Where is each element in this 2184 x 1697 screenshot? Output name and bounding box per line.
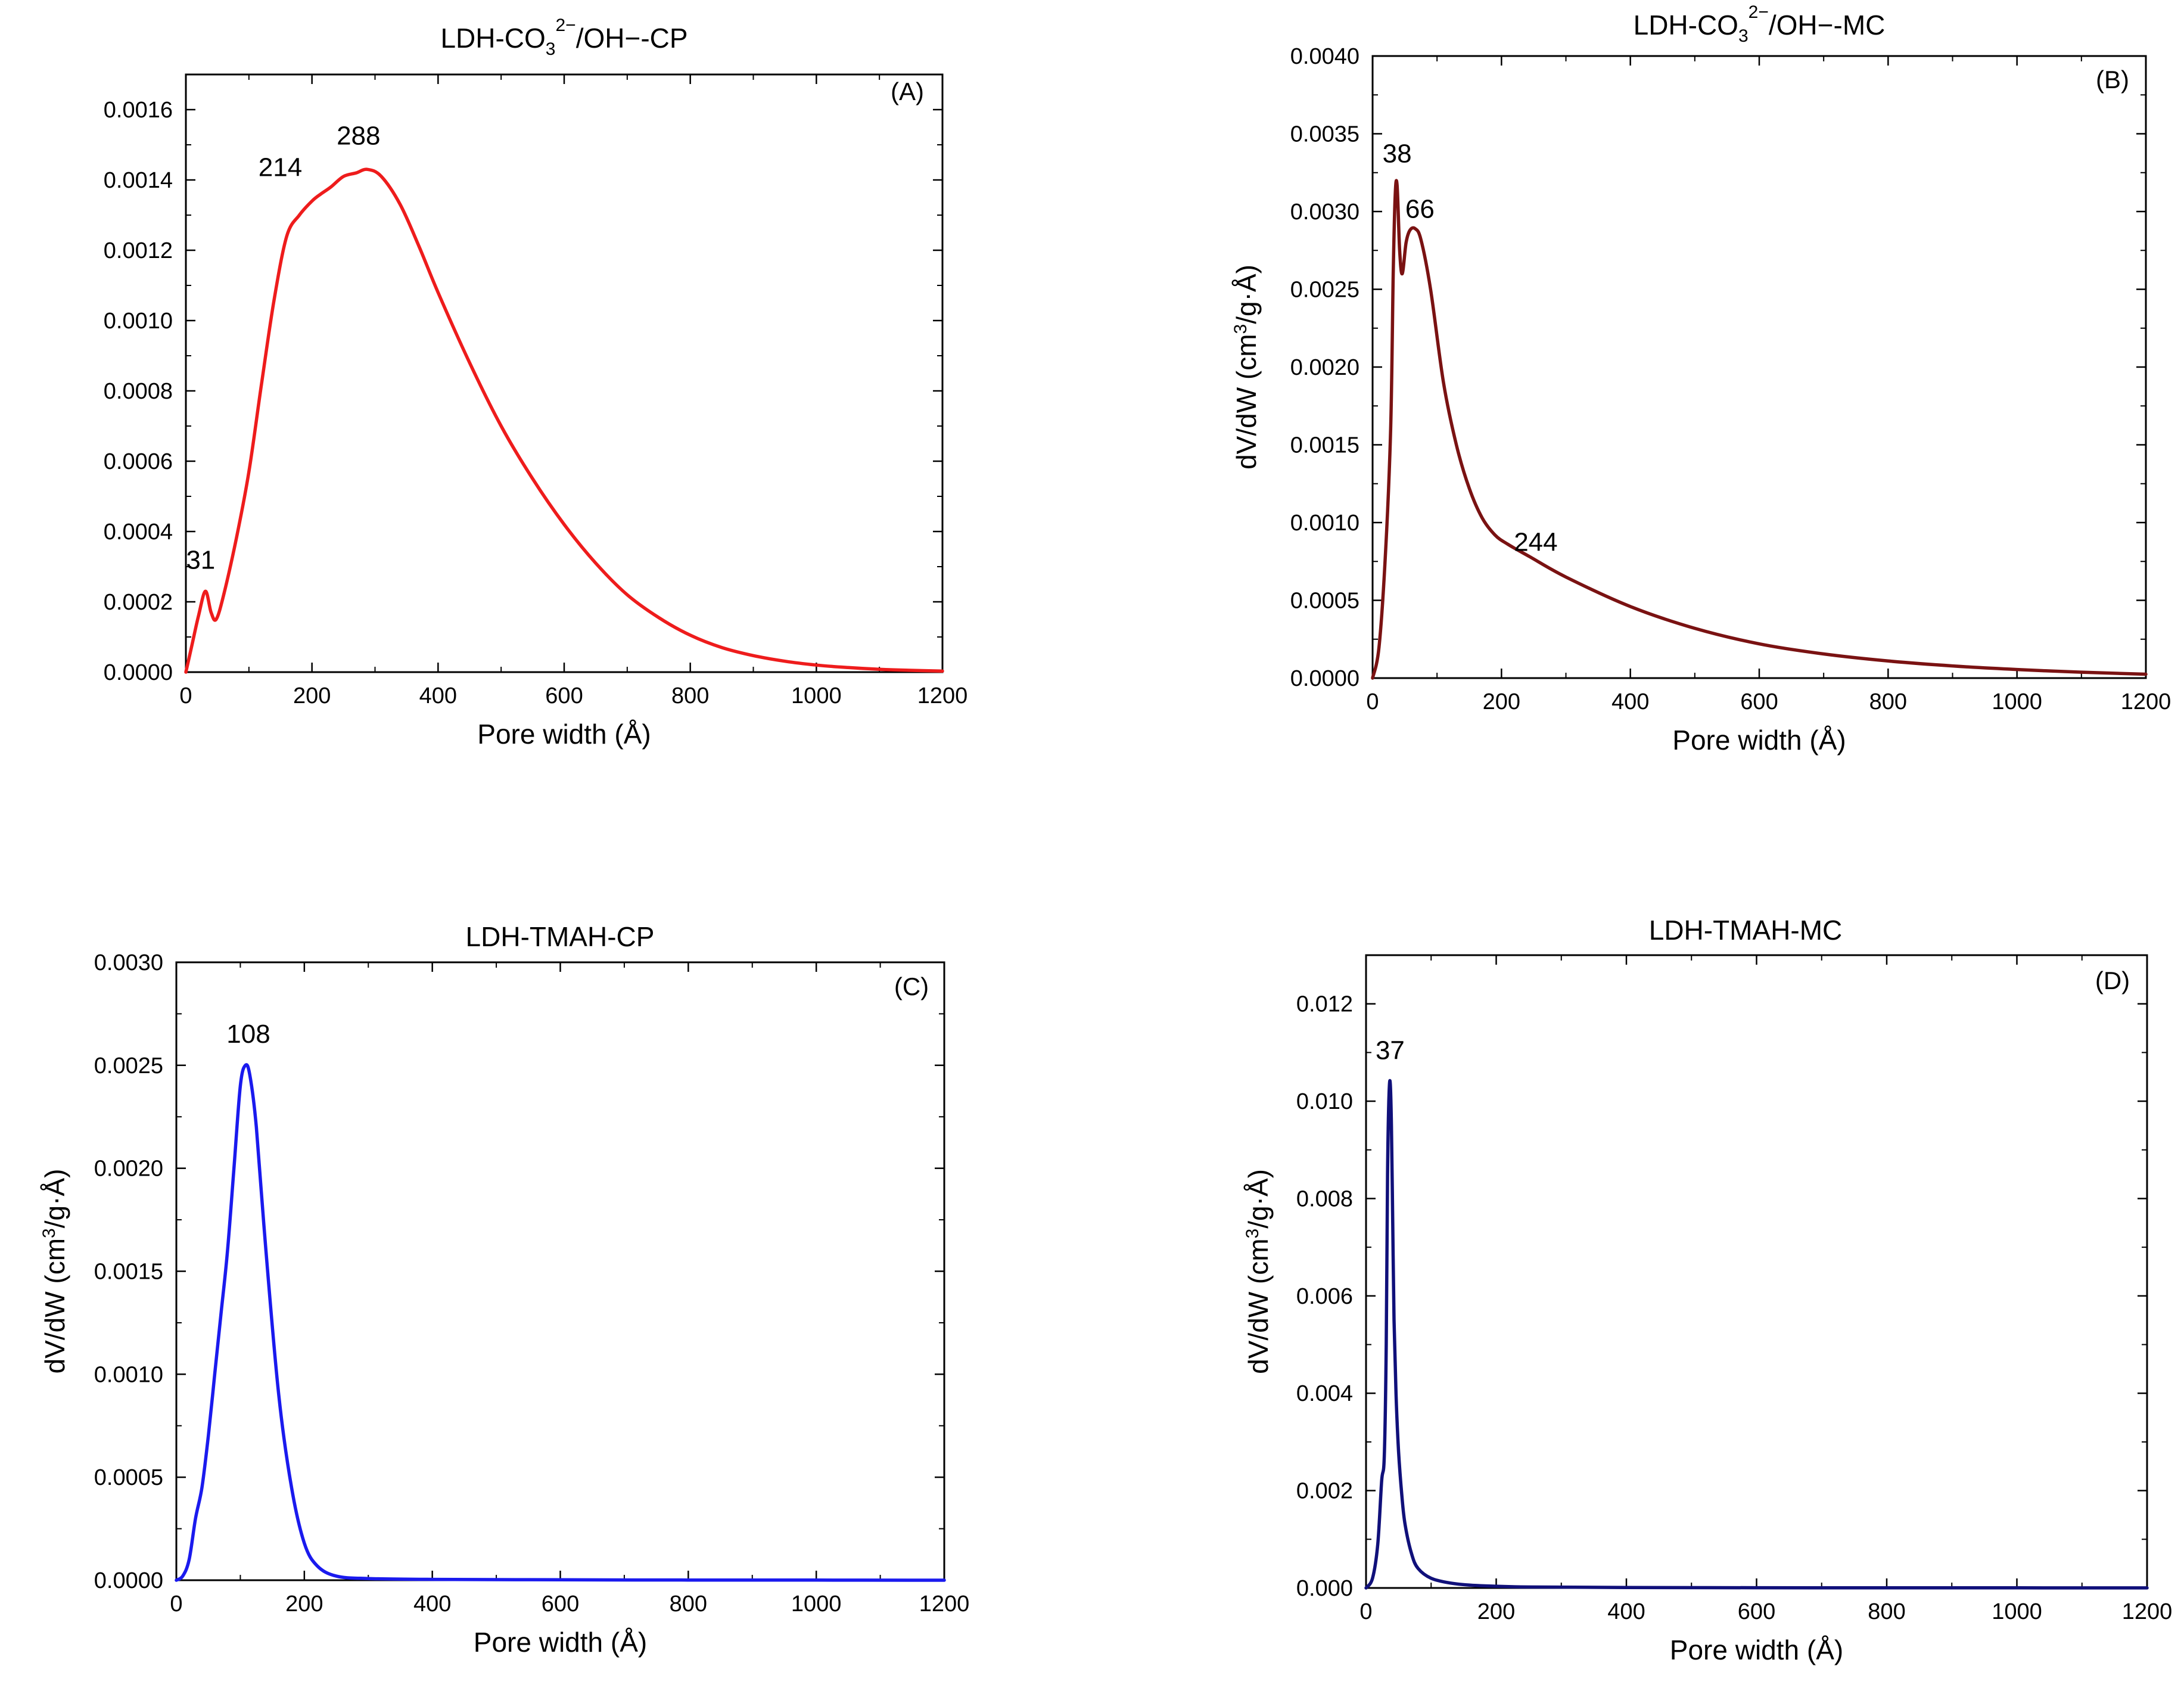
y-axis-title: dV/dW (cm3/g·Å) [39, 1169, 70, 1374]
x-tick-label: 400 [1611, 689, 1649, 714]
panel-c: 0 200 400 600 800 1000 1200 0.0000 0.0005 0.0010 0… [39, 921, 969, 1658]
plot-title: LDH-CO32−/OH−-CP [440, 15, 687, 59]
x-tick-label: 400 [413, 1592, 451, 1617]
y-tick-label: 0.0006 [104, 449, 173, 474]
panel-b: 0 200 400 600 800 1000 1200 0.0000 0.0005 0.0010 0… [1231, 2, 2171, 756]
x-tick-label: 1200 [2122, 1599, 2173, 1624]
x-tick-label: 800 [1869, 689, 1907, 714]
x-tick-label: 200 [293, 683, 331, 708]
x-tick-label: 1000 [791, 1592, 842, 1617]
y-tick-label: 0.0020 [94, 1157, 163, 1182]
x-tick-label: 800 [670, 1592, 707, 1617]
peak-label: 108 [226, 1020, 270, 1049]
y-tick-label: 0.0012 [104, 238, 173, 263]
y-tick-label: 0.0030 [1290, 200, 1359, 225]
y-tick-label: 0.004 [1296, 1381, 1353, 1406]
x-tick-label: 0 [1359, 1599, 1372, 1624]
peak-label: 214 [259, 153, 302, 182]
y-tick-label: 0.010 [1296, 1089, 1353, 1114]
plot-frame [1365, 954, 2148, 1589]
x-tick-label: 200 [1477, 1599, 1515, 1624]
peak-label: 38 [1383, 139, 1412, 169]
panel-d: 0 200 400 600 800 1000 1200 0.000 0.002 0.004 0.00… [1243, 915, 2172, 1665]
x-tick-label: 0 [1366, 689, 1379, 714]
x-tick-label: 1200 [917, 683, 968, 708]
panel-tag: (B) [2096, 66, 2129, 94]
y-tick-label: 0.008 [1296, 1186, 1353, 1211]
x-tick-label: 400 [419, 683, 457, 708]
x-tick-label: 600 [1738, 1599, 1775, 1624]
x-tick-label: 600 [542, 1592, 579, 1617]
y-tick-label: 0.0025 [94, 1053, 163, 1079]
x-axis-title: Pore width (Å) [1670, 1634, 1843, 1665]
panel-tag: (A) [891, 77, 924, 105]
y-tick-label: 0.0000 [104, 660, 173, 685]
y-tick-label: 0.0015 [94, 1260, 163, 1285]
peak-label: 66 [1405, 195, 1435, 224]
y-tick-label: 0.0010 [94, 1362, 163, 1387]
peak-label: 244 [1514, 527, 1557, 557]
y-axis-title: dV/dW (cm3/g·Å) [1231, 265, 1262, 470]
x-tick-label: 400 [1607, 1599, 1645, 1624]
x-tick-label: 800 [1868, 1599, 1905, 1624]
x-tick-label: 1200 [919, 1592, 970, 1617]
y-tick-label: 0.0020 [1290, 355, 1359, 380]
series-line [1371, 179, 2148, 680]
y-tick-label: 0.0030 [94, 950, 163, 975]
y-tick-label: 0.0005 [1290, 589, 1359, 614]
x-axis-title: Pore width (Å) [477, 719, 651, 750]
y-tick-label: 0.0025 [1290, 278, 1359, 303]
x-tick-label: 1000 [1992, 689, 2042, 714]
y-tick-label: 0.0016 [104, 98, 173, 123]
x-tick-label: 600 [545, 683, 583, 708]
plot-title: LDH-TMAH-CP [466, 921, 655, 952]
x-tick-label: 200 [285, 1592, 323, 1617]
peak-label: 37 [1376, 1036, 1405, 1065]
series-line [184, 167, 944, 674]
x-tick-label: 1000 [791, 683, 842, 708]
y-tick-label: 0.0002 [104, 590, 173, 615]
series-line [1364, 1079, 2149, 1590]
x-tick-label: 0 [170, 1592, 182, 1617]
x-tick-label: 600 [1740, 689, 1778, 714]
plot-title: LDH-CO32−/OH−-MC [1634, 2, 1886, 46]
x-axis-title: Pore width (Å) [474, 1627, 647, 1658]
y-tick-label: 0.0008 [104, 379, 173, 404]
y-tick-label: 0.0010 [104, 309, 173, 334]
y-tick-label: 0.0015 [1290, 433, 1359, 458]
y-tick-label: 0.0005 [94, 1465, 163, 1490]
y-tick-label: 0.012 [1296, 992, 1353, 1017]
y-tick-label: 0.0000 [94, 1568, 163, 1593]
panel-tag: (D) [2095, 966, 2130, 994]
y-tick-label: 0.000 [1296, 1576, 1353, 1601]
y-tick-label: 0.0014 [104, 168, 173, 193]
peak-label: 31 [186, 545, 215, 574]
series-line [175, 1063, 946, 1582]
y-tick-label: 0.0010 [1290, 511, 1359, 536]
plot-frame [1371, 55, 2147, 679]
x-tick-label: 1200 [2121, 689, 2171, 714]
panel-a: 0 200 400 600 800 1000 1200 0.0000 0.0002 0.0004 0… [104, 15, 968, 750]
x-axis-title: Pore width (Å) [1672, 725, 1846, 756]
y-tick-label: 0.002 [1296, 1479, 1353, 1504]
panel-tag: (C) [894, 972, 929, 1000]
y-tick-label: 0.006 [1296, 1284, 1353, 1309]
plot-title: LDH-TMAH-MC [1649, 915, 1843, 946]
y-tick-label: 0.0004 [104, 520, 173, 545]
y-tick-label: 0.0040 [1290, 44, 1359, 69]
peak-label: 288 [337, 121, 380, 150]
x-tick-label: 800 [671, 683, 709, 708]
y-tick-label: 0.0000 [1290, 666, 1359, 691]
x-tick-label: 200 [1483, 689, 1520, 714]
y-tick-label: 0.0035 [1290, 122, 1359, 147]
x-tick-label: 0 [179, 683, 192, 708]
y-axis-title: dV/dW (cm3/g·Å) [1243, 1169, 1274, 1374]
x-tick-label: 1000 [1992, 1599, 2042, 1624]
